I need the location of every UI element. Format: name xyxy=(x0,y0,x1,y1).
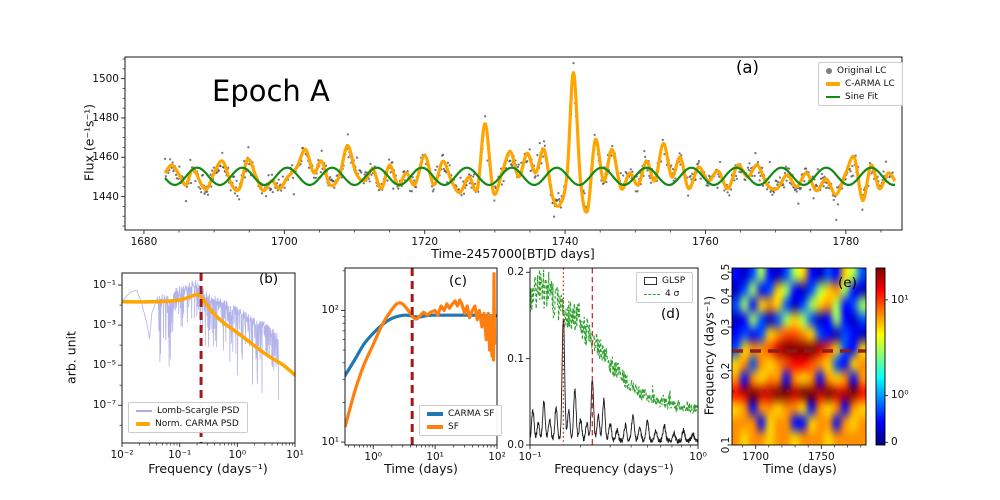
four-sigma-line xyxy=(530,269,698,415)
sf-line xyxy=(345,272,497,428)
panel-frame xyxy=(124,56,903,231)
carma-sf-line xyxy=(345,313,497,378)
glsp-line xyxy=(530,318,698,445)
carma-psd-line xyxy=(122,292,295,377)
panel-frame xyxy=(529,267,699,446)
wavelet-heatmap xyxy=(732,268,866,445)
panel-frame xyxy=(121,272,296,444)
colorbar-gradient xyxy=(876,268,885,445)
panel-frame xyxy=(875,267,886,446)
panel-frame xyxy=(731,267,867,446)
panel-frame xyxy=(344,267,498,446)
sine-fit-line xyxy=(164,166,896,187)
carma-lc-line xyxy=(163,71,897,214)
